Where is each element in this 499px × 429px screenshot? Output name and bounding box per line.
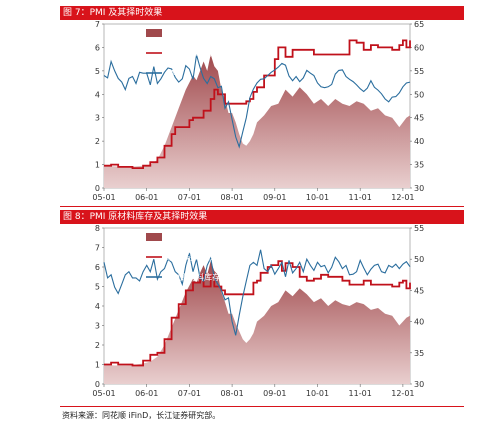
left-axis-tick-label: 6 <box>95 43 100 52</box>
chart-1-title-banner: 图 7：PMI 及其择时效果 <box>60 6 464 20</box>
x-axis-tick-label: 07-01 <box>178 193 201 202</box>
x-axis-tick-label: 06-01 <box>135 193 158 202</box>
left-axis-tick-label: 3 <box>95 322 100 331</box>
chart-2-title: 图 8：PMI 原材料库存及其择时效果 <box>63 212 208 222</box>
x-axis-tick-label: 09-01 <box>263 389 286 398</box>
x-axis-tick-label: 11-01 <box>349 193 372 202</box>
x-axis-tick-label: 12-01 <box>391 193 414 202</box>
left-axis-tick-label: 2 <box>95 137 100 146</box>
left-axis-tick-label: 5 <box>95 67 100 76</box>
chart-2-bottom-rule <box>60 406 464 407</box>
left-axis-tick-label: 1 <box>95 161 100 170</box>
x-axis-tick-label: 08-01 <box>220 193 243 202</box>
left-axis-tick-label: 4 <box>95 302 100 311</box>
x-axis-tick-label: 08-01 <box>220 389 243 398</box>
left-axis-tick-label: 0 <box>95 184 100 193</box>
left-axis-tick-label: 4 <box>95 90 100 99</box>
left-axis-tick-label: 1 <box>95 361 100 370</box>
series-line-pmi <box>103 249 411 336</box>
right-axis-tick-label: 45 <box>414 114 424 123</box>
right-axis-tick-label: 45 <box>414 286 424 295</box>
chart-2: 0 1 2 3 4 5 6 7 8 30 35 40 45 50 55 05-01 06-01 07-01 08-0… <box>92 224 439 404</box>
source-note: 资料来源：同花顺 iFinD，长江证券研究部。 <box>62 411 221 420</box>
x-axis-tick-label: 10-01 <box>306 389 329 398</box>
x-axis-tick-label: 05-01 <box>92 389 115 398</box>
left-axis-tick-label: 0 <box>95 380 100 389</box>
legend-label: 单因素择时效果 <box>166 48 222 58</box>
right-axis-tick-label: 35 <box>414 161 424 170</box>
chart-2-title-banner: 图 8：PMI 原材料库存及其择时效果 <box>60 210 464 224</box>
series-line-timing-signal <box>104 260 411 367</box>
right-axis-tick-label: 40 <box>414 137 424 146</box>
legend-label: 沪深300 <box>166 232 197 242</box>
left-axis-tick-label: 8 <box>95 224 100 233</box>
legend-label: PMI原材料库存 <box>166 272 220 282</box>
left-axis-tick-label: 7 <box>95 20 100 29</box>
chart-1-title: 图 7：PMI 及其择时效果 <box>63 8 163 18</box>
series-area-hs300 <box>104 261 410 384</box>
right-axis-tick-label: 65 <box>414 20 424 29</box>
x-axis-tick-label: 10-01 <box>306 193 329 202</box>
left-axis-tick-label: 3 <box>95 114 100 123</box>
left-axis-tick-label: 7 <box>95 244 100 253</box>
x-axis-tick-label: 07-01 <box>178 389 201 398</box>
x-axis-tick-label: 12-01 <box>391 389 414 398</box>
left-axis-tick-label: 2 <box>95 341 100 350</box>
right-axis-tick-label: 55 <box>414 224 424 233</box>
left-axis-tick-label: 5 <box>95 283 100 292</box>
legend-label: 单因素择时效果 <box>166 252 222 262</box>
legend-label: PMI <box>166 69 180 78</box>
legend-swatch-area <box>146 29 162 37</box>
chart-1: 0 1 2 3 4 5 6 7 30 35 40 45 50 55 60 65 05-01 06-01 07-01 0… <box>92 20 439 208</box>
right-axis-tick-label: 40 <box>414 318 424 327</box>
x-axis-tick-label: 11-01 <box>349 389 372 398</box>
legend-label: 沪深300 <box>166 28 197 38</box>
left-axis-tick-label: 6 <box>95 263 100 272</box>
series-line-timing-signal <box>104 39 411 169</box>
right-axis-tick-label: 55 <box>414 67 424 76</box>
legend-swatch-area <box>146 233 162 241</box>
x-axis-tick-label: 05-01 <box>92 193 115 202</box>
right-axis-tick-label: 50 <box>414 90 424 99</box>
x-axis-tick-label: 06-01 <box>135 389 158 398</box>
chart-1-bottom-rule <box>60 206 464 207</box>
right-axis-tick-label: 30 <box>414 380 424 389</box>
x-axis-tick-label: 09-01 <box>263 193 286 202</box>
series-area-hs300 <box>104 54 410 188</box>
right-axis-tick-label: 30 <box>414 184 424 193</box>
right-axis-tick-label: 60 <box>414 43 424 52</box>
right-axis-tick-label: 50 <box>414 255 424 264</box>
right-axis-tick-label: 35 <box>414 349 424 358</box>
